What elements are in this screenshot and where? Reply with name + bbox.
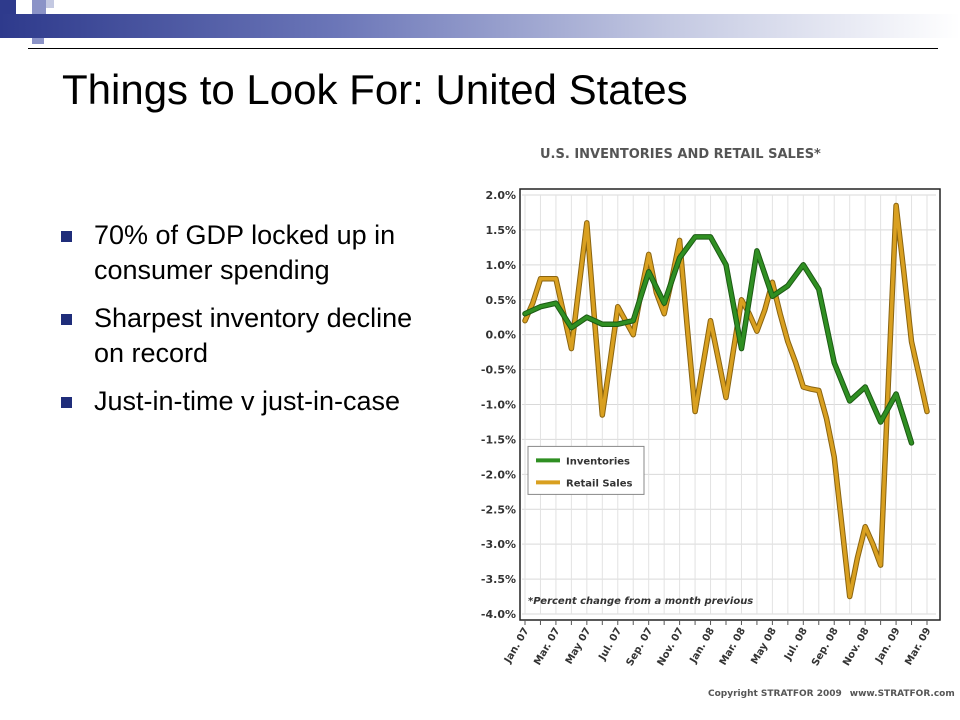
x-tick-label: Jul. 07	[597, 626, 625, 663]
logo-square-1	[0, 0, 16, 16]
y-tick-label: 2.0%	[485, 189, 516, 202]
logo-square-6	[46, 0, 54, 8]
website-text: www.STRATFOR.com	[849, 689, 955, 699]
x-tick-label: Jan. 08	[688, 626, 717, 666]
x-tick-label: Jul. 08	[782, 626, 810, 663]
x-tick-label: Nov. 07	[656, 626, 687, 668]
series-line-retail-sales	[523, 203, 929, 599]
y-tick-label: 0.5%	[485, 294, 516, 307]
x-tick-label: Jan. 07	[502, 626, 531, 666]
bullet-item: Just-in-time v just-in-case	[60, 384, 430, 419]
x-tick-label: Jan. 09	[873, 626, 902, 666]
legend-label: Inventories	[566, 456, 630, 467]
y-tick-label: -3.0%	[481, 538, 516, 551]
bullet-square-icon	[61, 314, 72, 325]
x-tick-label: Nov. 08	[841, 626, 872, 668]
y-tick-label: -1.5%	[481, 433, 516, 446]
bullet-list: 70% of GDP locked up in consumer spendin…	[60, 218, 430, 432]
bullet-square-icon	[61, 231, 72, 242]
legend-label: Retail Sales	[566, 478, 633, 489]
copyright-text: Copyright STRATFOR 2009	[708, 689, 842, 699]
x-tick-label: May 08	[749, 626, 779, 666]
x-tick-label: Mar. 07	[532, 626, 562, 667]
x-tick-label: Mar. 09	[903, 626, 933, 667]
logo-square-3	[32, 0, 46, 14]
y-tick-label: -3.5%	[481, 573, 516, 586]
legend-box	[527, 445, 645, 495]
series-line-inventories	[523, 235, 914, 445]
y-tick-label: -4.0%	[481, 608, 516, 621]
copyright-line: Copyright STRATFOR 2009 www.STRATFOR.com	[708, 689, 960, 699]
bullet-item: 70% of GDP locked up in consumer spendin…	[60, 218, 430, 288]
bullet-square-icon	[61, 397, 72, 408]
y-tick-label: -2.0%	[481, 468, 516, 481]
bullet-text: 70% of GDP locked up in consumer spendin…	[94, 220, 396, 285]
y-tick-label: 0.0%	[485, 329, 516, 342]
y-tick-label: 1.0%	[485, 259, 516, 272]
x-tick-label: Sep. 08	[810, 626, 841, 668]
bullet-item: Sharpest inventory decline on record	[60, 301, 430, 371]
slide-title: Things to Look For: United States	[62, 66, 688, 113]
chart-title: U.S. INVENTORIES AND RETAIL SALES*	[540, 147, 821, 162]
inventory-retail-chart: U.S. INVENTORIES AND RETAIL SALES* 2.0% 1.…	[481, 147, 941, 668]
header-divider	[28, 48, 938, 49]
y-tick-label: -0.5%	[481, 364, 516, 377]
y-tick-label: -1.0%	[481, 399, 516, 412]
chart-note: *Percent change from a month previous	[528, 596, 753, 607]
y-tick-label: 1.5%	[485, 224, 516, 237]
x-tick-label: May 07	[564, 626, 594, 666]
bullet-text: Sharpest inventory decline on record	[94, 303, 413, 368]
bullet-text: Just-in-time v just-in-case	[94, 386, 401, 416]
header-gradient-bar	[0, 14, 960, 38]
x-tick-label: Mar. 08	[718, 626, 748, 667]
y-tick-label: -2.5%	[481, 503, 516, 516]
x-tick-label: Sep. 07	[625, 626, 656, 668]
